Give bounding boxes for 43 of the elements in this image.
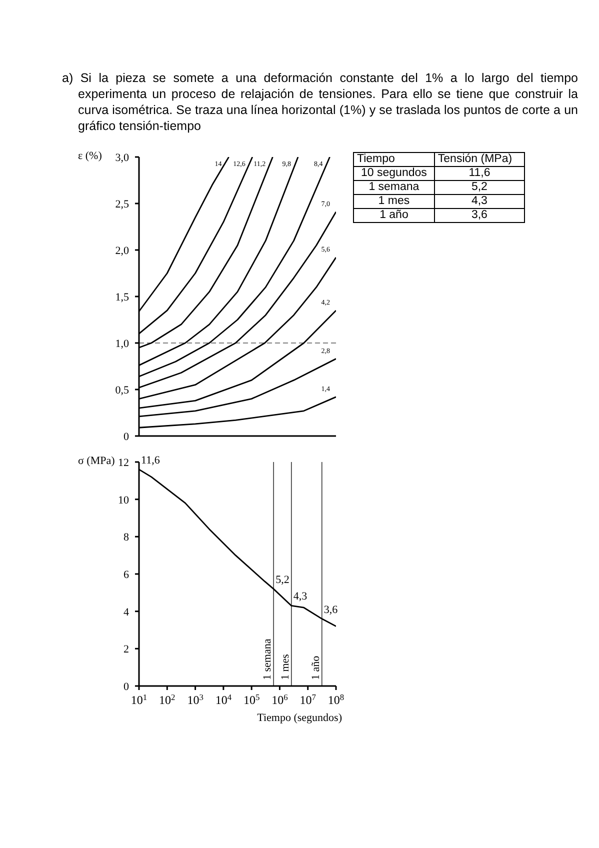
y-tick-label: 0 [124,681,130,693]
y-tick-label: 0,5 [115,384,130,396]
y-tick-label: 8 [124,532,130,544]
data-label: 5,2 [276,574,290,586]
category-label: 1 año [354,208,434,222]
y-axis-title: σ (MPa) [78,455,115,467]
y-tick-label: 2 [124,644,129,656]
y-tick-label: 10 [118,494,130,506]
data-label: 11,6 [141,454,160,466]
text: 5,2 [471,181,488,193]
y-tick-label: 1,5 [115,292,130,304]
x-tick-label: 10$^{6}$ [272,692,288,707]
y-tick-label: 4 [124,606,130,618]
data-label: 3,6 [324,604,338,616]
x-tick-label: 10$^{1}$ [130,692,148,707]
x-tick-label: 10$^{5}$ [243,692,260,707]
category-label: 1 mes [354,194,434,208]
x-tick-label: 10$^{3}$ [187,692,204,707]
x-tick-label: 10$^{2}$ [159,692,176,707]
y-tick-label: 12 [118,457,129,469]
data-label: 4,3 [293,590,308,603]
chart-title: a) Si la pieza se somete a una deformación constante del 1% a lo largo del tiempo experimenta un proceso de relajación de tensiones. Para ello se tiene que construir la curva isométrica. Se traza una línea horizontal (1%) y se traslada los puntos de corte a un gráfico tensión-tiempo [62,70,578,134]
y-tick-label: 6 [124,569,130,581]
ref-line-label: 1 mes [279,654,292,680]
x-tick-label: 10$^{4}$ [215,692,232,707]
y-tick-label: 0 [124,431,130,443]
y-axis-title: ε (%) [78,150,102,162]
text: 4,3 [471,195,488,207]
y-tick-label: 1,0 [115,338,130,350]
text: Tensión (MPa) [434,152,524,166]
x-tick-label: 10$^{7}$ [300,692,316,707]
y-tick-label: 3,0 [115,152,130,164]
x-axis-title: Tiempo (segundos) [257,712,342,724]
text: Tiempo [354,152,434,166]
y-tick-label: 2,0 [115,245,130,257]
text: 11,6 [468,167,490,179]
ref-line-label: 1 año [310,655,322,680]
text: 3,6 [471,209,488,221]
ref-line-label: 1 semana [262,638,274,680]
category-label: 10 segundos [354,166,434,180]
category-label: 1 semana [354,180,434,194]
x-tick-label: 10$^{8}$ [328,692,344,707]
y-tick-label: 2,5 [115,198,130,210]
